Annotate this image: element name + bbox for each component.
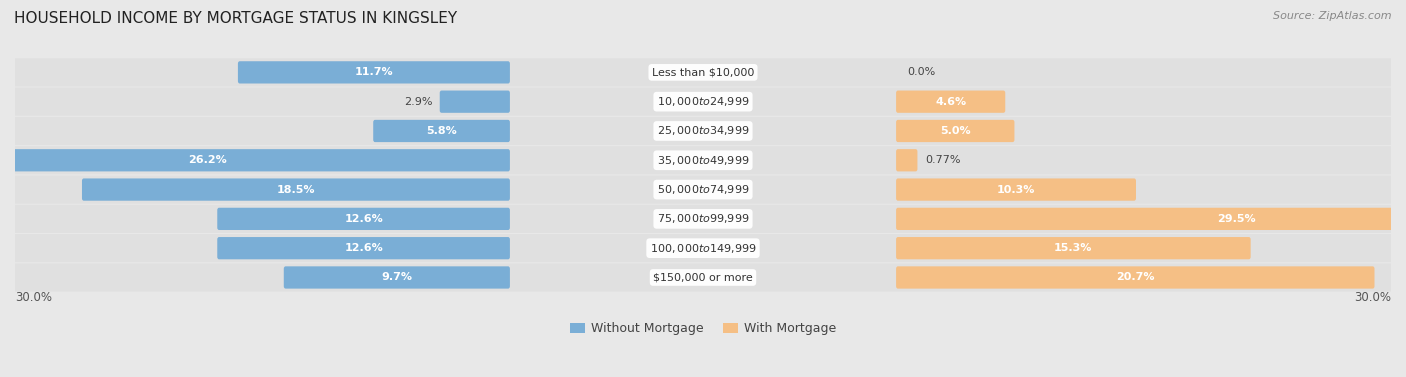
FancyBboxPatch shape <box>15 87 1391 116</box>
FancyBboxPatch shape <box>896 90 1005 113</box>
FancyBboxPatch shape <box>15 264 1391 291</box>
Text: Source: ZipAtlas.com: Source: ZipAtlas.com <box>1274 11 1392 21</box>
Text: $100,000 to $149,999: $100,000 to $149,999 <box>650 242 756 255</box>
FancyBboxPatch shape <box>15 205 1391 233</box>
Text: 15.3%: 15.3% <box>1054 243 1092 253</box>
Text: 10.3%: 10.3% <box>997 185 1035 195</box>
Text: 30.0%: 30.0% <box>15 291 52 305</box>
Text: 5.0%: 5.0% <box>941 126 970 136</box>
Text: 4.6%: 4.6% <box>935 97 966 107</box>
FancyBboxPatch shape <box>896 266 1375 289</box>
Text: 9.7%: 9.7% <box>381 273 412 282</box>
FancyBboxPatch shape <box>15 176 1391 204</box>
Text: 12.6%: 12.6% <box>344 214 382 224</box>
Text: 29.5%: 29.5% <box>1216 214 1256 224</box>
FancyBboxPatch shape <box>440 90 510 113</box>
Text: $150,000 or more: $150,000 or more <box>654 273 752 282</box>
Text: 0.0%: 0.0% <box>907 67 935 77</box>
FancyBboxPatch shape <box>82 178 510 201</box>
Text: 30.0%: 30.0% <box>1354 291 1391 305</box>
Text: 2.9%: 2.9% <box>404 97 433 107</box>
FancyBboxPatch shape <box>896 237 1251 259</box>
FancyBboxPatch shape <box>896 208 1406 230</box>
Text: 18.5%: 18.5% <box>277 185 315 195</box>
Text: $10,000 to $24,999: $10,000 to $24,999 <box>657 95 749 108</box>
FancyBboxPatch shape <box>15 117 1391 145</box>
Text: 11.7%: 11.7% <box>354 67 394 77</box>
FancyBboxPatch shape <box>0 149 510 172</box>
FancyBboxPatch shape <box>238 61 510 83</box>
Text: 20.7%: 20.7% <box>1116 273 1154 282</box>
FancyBboxPatch shape <box>896 149 918 172</box>
Text: 12.6%: 12.6% <box>344 243 382 253</box>
FancyBboxPatch shape <box>15 58 1391 86</box>
FancyBboxPatch shape <box>218 237 510 259</box>
FancyBboxPatch shape <box>15 234 1391 262</box>
FancyBboxPatch shape <box>896 178 1136 201</box>
Legend: Without Mortgage, With Mortgage: Without Mortgage, With Mortgage <box>565 317 841 340</box>
FancyBboxPatch shape <box>218 208 510 230</box>
Text: $35,000 to $49,999: $35,000 to $49,999 <box>657 154 749 167</box>
FancyBboxPatch shape <box>896 120 1015 142</box>
Text: $25,000 to $34,999: $25,000 to $34,999 <box>657 124 749 138</box>
Text: $50,000 to $74,999: $50,000 to $74,999 <box>657 183 749 196</box>
FancyBboxPatch shape <box>373 120 510 142</box>
Text: 5.8%: 5.8% <box>426 126 457 136</box>
Text: $75,000 to $99,999: $75,000 to $99,999 <box>657 212 749 225</box>
Text: Less than $10,000: Less than $10,000 <box>652 67 754 77</box>
Text: 0.77%: 0.77% <box>925 155 960 165</box>
Text: HOUSEHOLD INCOME BY MORTGAGE STATUS IN KINGSLEY: HOUSEHOLD INCOME BY MORTGAGE STATUS IN K… <box>14 11 457 26</box>
FancyBboxPatch shape <box>284 266 510 289</box>
Text: 26.2%: 26.2% <box>188 155 226 165</box>
FancyBboxPatch shape <box>15 146 1391 174</box>
